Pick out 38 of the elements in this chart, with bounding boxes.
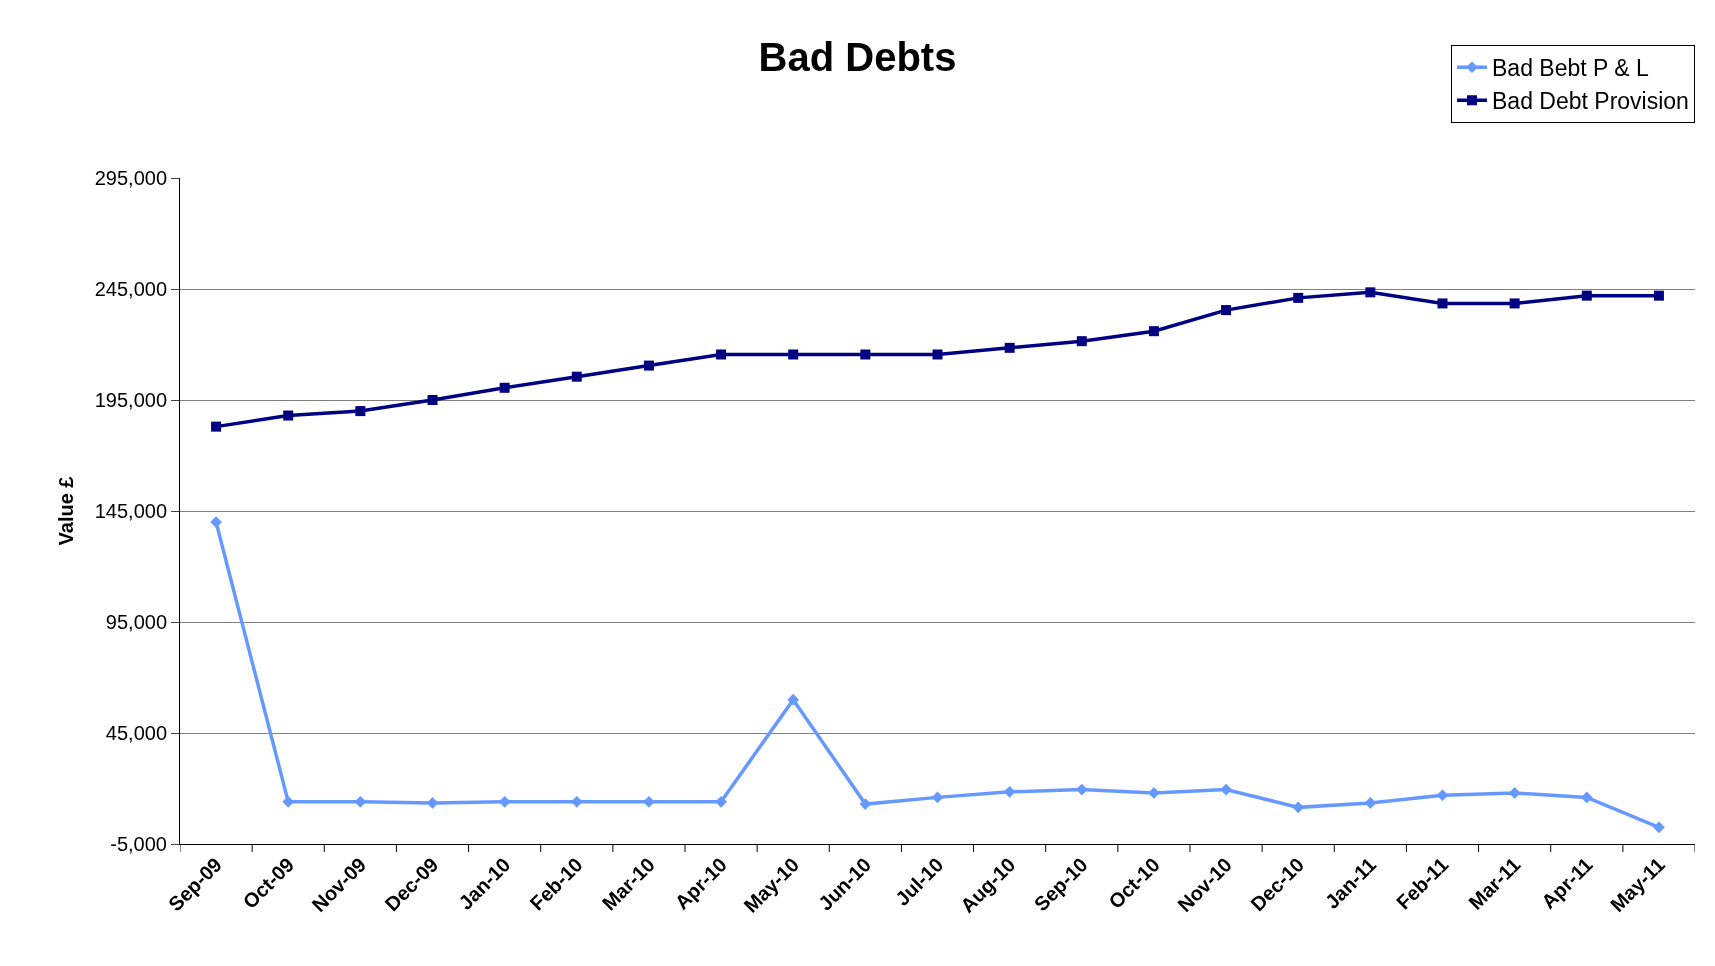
point xyxy=(931,791,944,804)
point xyxy=(1221,305,1232,316)
point xyxy=(210,516,222,528)
point xyxy=(1509,298,1520,309)
legend-label: Bad Debt Provision xyxy=(1492,88,1689,115)
point xyxy=(283,410,294,421)
point xyxy=(1581,290,1592,301)
point xyxy=(1653,821,1665,834)
point xyxy=(1004,342,1015,353)
y-axis-title: Value £ xyxy=(55,476,78,546)
point xyxy=(211,421,222,432)
y-tick-label: -5,000 xyxy=(110,833,167,855)
y-tick-label: 245,000 xyxy=(94,278,167,300)
point xyxy=(1148,326,1159,337)
point xyxy=(1437,298,1448,309)
legend-label: Bad Bebt P & L xyxy=(1492,55,1650,82)
point xyxy=(1293,292,1304,303)
y-tick-label: 145,000 xyxy=(94,500,167,522)
point xyxy=(571,371,582,382)
point xyxy=(932,349,943,360)
y-tick-label: 45,000 xyxy=(105,722,167,744)
point xyxy=(427,395,438,405)
point xyxy=(1365,287,1376,298)
point xyxy=(716,349,727,360)
chart-title: Bad Debts xyxy=(758,35,957,80)
point xyxy=(643,360,654,371)
point xyxy=(860,349,871,360)
point xyxy=(643,795,655,808)
y-tick-label: 95,000 xyxy=(105,611,167,633)
point xyxy=(1653,290,1664,301)
point xyxy=(1076,336,1087,347)
y-tick-label: 195,000 xyxy=(94,389,167,411)
point xyxy=(787,693,800,706)
point xyxy=(355,406,366,417)
point xyxy=(499,382,510,393)
point xyxy=(788,349,799,360)
y-tick-label: 295,000 xyxy=(94,167,167,189)
point xyxy=(715,795,727,808)
